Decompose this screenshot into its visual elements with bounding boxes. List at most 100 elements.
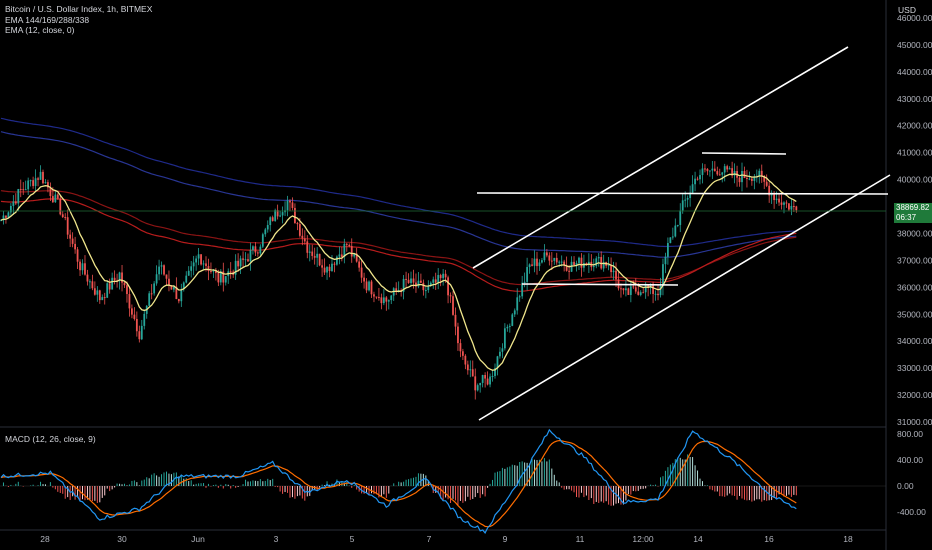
candle-body <box>518 296 521 298</box>
candle-body <box>306 241 309 253</box>
candle-body <box>634 287 637 292</box>
last-price-tag: 38869.82 06:37 <box>894 203 932 223</box>
candle-body <box>113 277 116 281</box>
candle-body <box>27 180 30 190</box>
candle-body <box>34 178 37 186</box>
candle-body <box>321 265 323 268</box>
candle-body <box>14 201 17 204</box>
candle-body <box>686 198 689 200</box>
candle-body <box>7 212 10 218</box>
candle-body <box>106 283 109 298</box>
candle-body <box>360 267 363 278</box>
candle-body <box>676 224 679 226</box>
candle-body <box>19 188 22 190</box>
candle-body <box>684 199 687 201</box>
candle-body <box>667 243 669 257</box>
candle-body <box>294 207 296 224</box>
candle-body <box>503 328 506 349</box>
candle-body <box>61 214 64 218</box>
resistance-line <box>701 152 787 155</box>
candle-body <box>74 243 76 250</box>
candle-body <box>153 283 156 294</box>
candle-body <box>716 171 719 175</box>
candle-body <box>237 260 240 267</box>
candle-body <box>738 177 741 183</box>
candle-body <box>420 280 422 283</box>
macd-line <box>0 428 797 534</box>
legend-title: Bitcoin / U.S. Dollar Index, 1h, BITMEX <box>5 4 153 14</box>
candle-body <box>79 261 81 271</box>
candle-body <box>274 210 277 221</box>
candle-body <box>340 254 343 257</box>
candle-body <box>649 283 652 288</box>
candle-body <box>568 270 570 272</box>
macd-tick-label: 0.00 <box>897 481 914 491</box>
candle-body <box>69 234 72 239</box>
candle-body <box>479 382 482 386</box>
candle-body <box>234 260 237 275</box>
candle-body <box>587 261 590 265</box>
channel-upper-line <box>472 46 849 269</box>
candle-body <box>345 243 348 245</box>
candle-body <box>91 281 94 289</box>
ema-338-line <box>0 117 797 248</box>
candle-body <box>439 275 442 279</box>
candle-body <box>412 278 415 283</box>
candle-body <box>657 293 659 296</box>
candle-body <box>249 250 252 262</box>
candle-body <box>202 263 205 265</box>
ema-12-line <box>0 173 797 371</box>
candle-body <box>788 203 790 210</box>
candle-body <box>538 262 541 267</box>
candle-body <box>459 343 462 352</box>
candle-body <box>348 244 351 247</box>
candle-body <box>637 291 640 295</box>
candle-body <box>669 237 672 244</box>
candle-body <box>326 266 328 273</box>
candle-body <box>595 258 598 267</box>
candle-body <box>81 263 84 271</box>
time-tick-label: 3 <box>274 534 279 544</box>
candle-body <box>731 168 734 176</box>
candle-body <box>694 178 696 185</box>
candle-body <box>671 236 674 238</box>
candle-body <box>279 215 282 217</box>
candle-body <box>553 257 556 261</box>
candle-body <box>177 299 180 302</box>
candle-body <box>422 282 425 291</box>
candle-body <box>429 282 432 286</box>
candle-body <box>699 175 701 180</box>
candle-body <box>484 374 487 379</box>
candle-body <box>713 168 716 172</box>
candle-body <box>271 217 274 221</box>
time-tick-label: 9 <box>503 534 508 544</box>
macd-legend: MACD (12, 26, close, 9) <box>5 434 96 444</box>
candle-body <box>32 180 35 186</box>
macd-tick-label: 400.00 <box>897 455 923 465</box>
candle-body <box>449 295 452 297</box>
candle-body <box>264 229 267 235</box>
candle-body <box>444 273 447 278</box>
chart-legend: Bitcoin / U.S. Dollar Index, 1h, BITMEX … <box>5 4 152 36</box>
candle-body <box>476 385 479 391</box>
candle-body <box>610 265 612 273</box>
candle-body <box>711 168 714 171</box>
candle-body <box>222 271 225 283</box>
candle-body <box>214 270 217 274</box>
candle-body <box>407 279 410 283</box>
candle-body <box>437 275 440 283</box>
candle-body <box>185 275 188 283</box>
candle-body <box>118 272 121 281</box>
candle-body <box>718 174 721 176</box>
candle-body <box>417 280 420 287</box>
candle-body <box>531 264 533 266</box>
last-price-value: 38869.82 <box>896 203 930 212</box>
candle-body <box>200 254 202 265</box>
candle-body <box>410 278 412 283</box>
candle-body <box>298 224 301 236</box>
candle-body <box>242 258 244 260</box>
time-tick-label: 14 <box>693 534 703 544</box>
candle-body <box>592 266 595 268</box>
candle-body <box>252 246 254 251</box>
